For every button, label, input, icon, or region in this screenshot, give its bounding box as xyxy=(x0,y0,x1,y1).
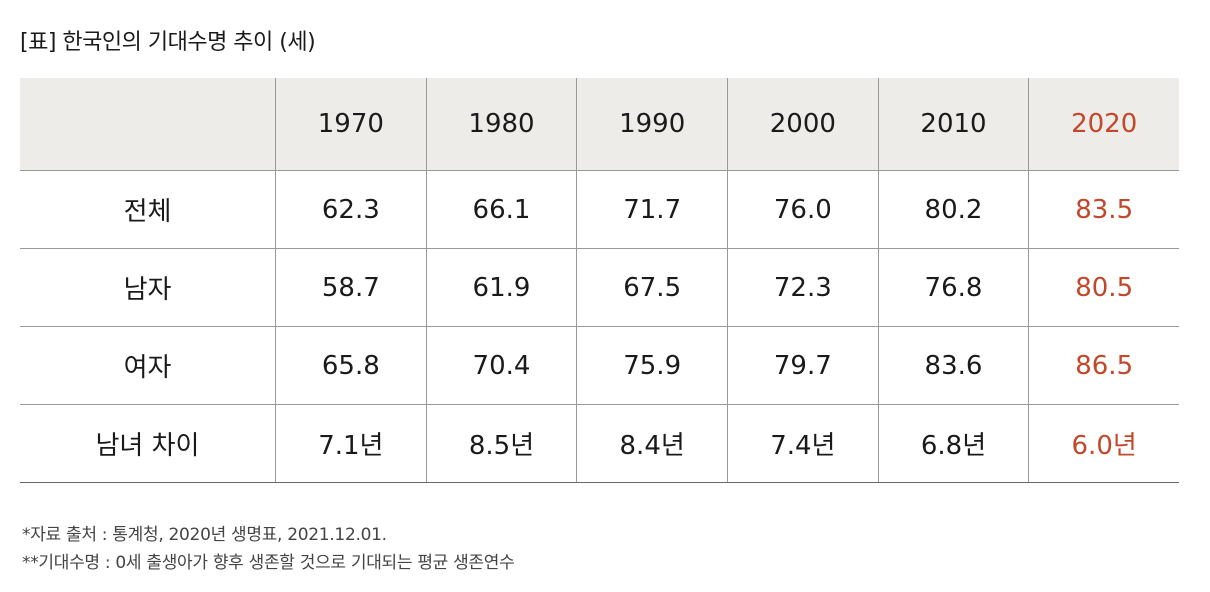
row-label: 남녀 차이 xyxy=(20,404,275,482)
footnote: *자료 출처 : 통계청, 2020년 생명표, 2021.12.01. xyxy=(22,525,387,545)
table-cell: 83.6 xyxy=(877,326,1029,404)
table-cell: 80.2 xyxy=(877,170,1029,248)
table-cell: 86.5 xyxy=(1028,326,1179,404)
table-cell: 61.9 xyxy=(425,248,577,326)
table-cell: 8.5년 xyxy=(425,404,577,482)
table: 1970 1980 1990 2000 2010 2020 전체 62.3 66.1 71.7 76… xyxy=(20,78,1179,483)
table-cell: 7.4년 xyxy=(727,404,878,482)
table-cell: 6.8년 xyxy=(877,404,1029,482)
column-header: 2020 xyxy=(1028,78,1179,170)
row-label: 여자 xyxy=(20,326,275,404)
table-cell: 62.3 xyxy=(275,170,426,248)
table-cell: 79.7 xyxy=(727,326,878,404)
table-cell: 80.5 xyxy=(1028,248,1179,326)
table-cell: 66.1 xyxy=(425,170,577,248)
table-cell: 71.7 xyxy=(576,170,727,248)
header-corner xyxy=(20,78,275,170)
table-cell: 8.4년 xyxy=(576,404,727,482)
table-cell: 7.1년 xyxy=(275,404,426,482)
table-cell: 76.8 xyxy=(877,248,1029,326)
column-header: 1990 xyxy=(576,78,727,170)
footnote: **기대수명 : 0세 출생아가 향후 생존할 것으로 기대되는 평균 생존연수 xyxy=(22,553,515,573)
table-cell: 72.3 xyxy=(727,248,878,326)
column-header: 2010 xyxy=(877,78,1029,170)
title: [표] 한국인의 기대수명 추이 (세) xyxy=(20,30,316,55)
row-label: 전체 xyxy=(20,170,275,248)
column-header: 1970 xyxy=(275,78,426,170)
table-cell: 83.5 xyxy=(1028,170,1179,248)
column-header: 2000 xyxy=(727,78,878,170)
column-header: 1980 xyxy=(425,78,577,170)
row-label: 남자 xyxy=(20,248,275,326)
table-cell: 58.7 xyxy=(275,248,426,326)
table-cell: 76.0 xyxy=(727,170,878,248)
table-cell: 70.4 xyxy=(425,326,577,404)
table-cell: 6.0년 xyxy=(1028,404,1179,482)
table-cell: 75.9 xyxy=(576,326,727,404)
table-cell: 67.5 xyxy=(576,248,727,326)
table-cell: 65.8 xyxy=(275,326,426,404)
